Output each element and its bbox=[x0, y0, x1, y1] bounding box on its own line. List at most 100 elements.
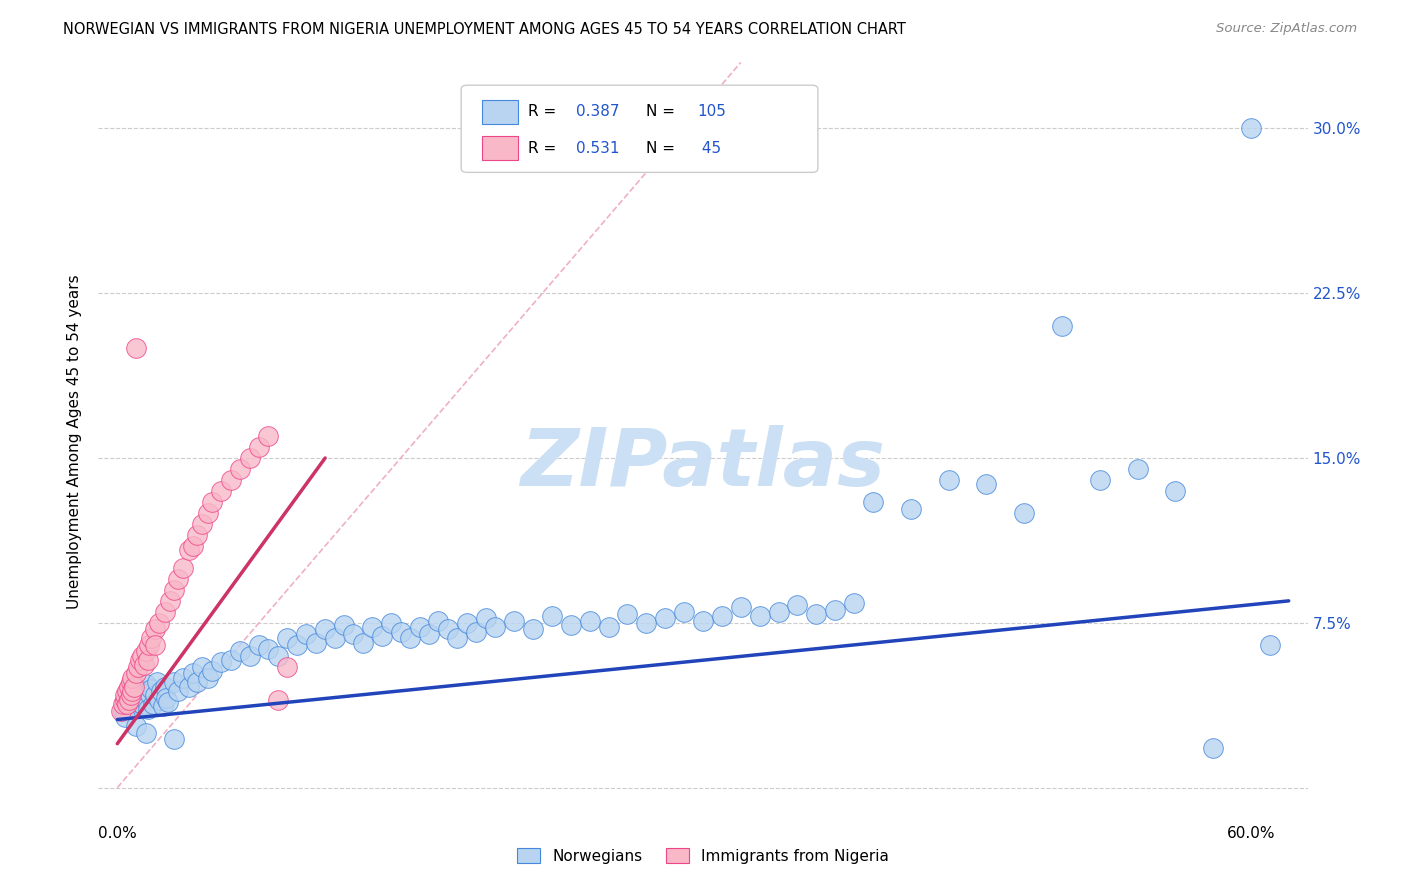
Point bbox=[209, 483, 232, 498]
Point bbox=[1088, 473, 1111, 487]
FancyBboxPatch shape bbox=[482, 136, 517, 161]
Point bbox=[342, 627, 364, 641]
Point bbox=[121, 671, 143, 685]
Point bbox=[172, 561, 194, 575]
Point bbox=[503, 614, 526, 628]
Point bbox=[148, 615, 170, 630]
Point bbox=[120, 675, 142, 690]
Y-axis label: Unemployment Among Ages 45 to 54 years: Unemployment Among Ages 45 to 54 years bbox=[67, 274, 83, 609]
Point bbox=[157, 695, 180, 709]
Point bbox=[257, 642, 280, 657]
Point bbox=[314, 623, 336, 637]
Point bbox=[197, 506, 219, 520]
Point bbox=[129, 689, 152, 703]
Point bbox=[1258, 638, 1281, 652]
Point bbox=[540, 609, 562, 624]
Point bbox=[163, 582, 186, 597]
Point bbox=[153, 605, 176, 619]
Point bbox=[257, 429, 280, 443]
Text: N =: N = bbox=[647, 104, 681, 120]
Point bbox=[654, 611, 676, 625]
Point bbox=[267, 648, 290, 663]
Point bbox=[229, 644, 252, 658]
Point bbox=[163, 732, 186, 747]
Point bbox=[152, 699, 174, 714]
Point bbox=[125, 719, 148, 733]
Point bbox=[115, 692, 138, 706]
Point bbox=[323, 632, 346, 646]
Text: 0.531: 0.531 bbox=[576, 141, 620, 155]
Point bbox=[219, 473, 242, 487]
Point bbox=[166, 684, 188, 698]
Point bbox=[201, 664, 224, 678]
Point bbox=[768, 605, 790, 619]
Point bbox=[938, 473, 960, 487]
Legend: Norwegians, Immigrants from Nigeria: Norwegians, Immigrants from Nigeria bbox=[512, 842, 894, 870]
Point bbox=[1202, 741, 1225, 756]
Point bbox=[824, 602, 846, 616]
Point bbox=[135, 677, 157, 691]
Point bbox=[247, 638, 270, 652]
Point bbox=[1240, 121, 1263, 136]
Point bbox=[153, 680, 176, 694]
Point bbox=[121, 686, 143, 700]
Point bbox=[179, 543, 201, 558]
Point bbox=[522, 623, 544, 637]
Point bbox=[285, 638, 308, 652]
Point bbox=[219, 653, 242, 667]
Point bbox=[148, 692, 170, 706]
Point bbox=[132, 684, 155, 698]
Point bbox=[976, 477, 998, 491]
Point bbox=[361, 620, 384, 634]
Point bbox=[186, 675, 208, 690]
Point bbox=[1126, 462, 1149, 476]
Point bbox=[229, 462, 252, 476]
Point bbox=[862, 495, 884, 509]
Point bbox=[437, 623, 460, 637]
Point bbox=[163, 675, 186, 690]
Point bbox=[125, 666, 148, 681]
Point bbox=[247, 440, 270, 454]
Point bbox=[692, 614, 714, 628]
Point bbox=[380, 615, 402, 630]
Point bbox=[141, 681, 163, 696]
Point bbox=[172, 671, 194, 685]
Point bbox=[1164, 483, 1187, 498]
Point bbox=[132, 657, 155, 672]
Point bbox=[276, 632, 298, 646]
Point bbox=[578, 614, 600, 628]
Point bbox=[115, 689, 138, 703]
Point bbox=[305, 635, 328, 649]
Point bbox=[730, 600, 752, 615]
Point bbox=[267, 692, 290, 706]
Point bbox=[120, 697, 142, 711]
Point bbox=[786, 599, 808, 613]
Point bbox=[131, 697, 153, 711]
Point bbox=[111, 697, 134, 711]
Point bbox=[114, 689, 136, 703]
Point bbox=[710, 609, 733, 624]
Point bbox=[125, 690, 148, 705]
Point bbox=[141, 632, 163, 646]
Text: 45: 45 bbox=[697, 141, 721, 155]
Point bbox=[127, 695, 149, 709]
Point bbox=[371, 629, 394, 643]
Point bbox=[127, 660, 149, 674]
Point bbox=[352, 635, 374, 649]
Point bbox=[399, 632, 422, 646]
Point bbox=[201, 495, 224, 509]
Point bbox=[806, 607, 828, 621]
Point bbox=[115, 684, 138, 698]
Point bbox=[166, 572, 188, 586]
Point bbox=[616, 607, 638, 621]
Point bbox=[186, 528, 208, 542]
Point bbox=[125, 341, 148, 355]
Text: ZIPatlas: ZIPatlas bbox=[520, 425, 886, 503]
Point bbox=[135, 725, 157, 739]
Point bbox=[114, 692, 136, 706]
Point bbox=[138, 638, 160, 652]
Point bbox=[1012, 506, 1035, 520]
Point bbox=[124, 699, 146, 714]
Text: R =: R = bbox=[527, 104, 561, 120]
Point bbox=[446, 632, 468, 646]
